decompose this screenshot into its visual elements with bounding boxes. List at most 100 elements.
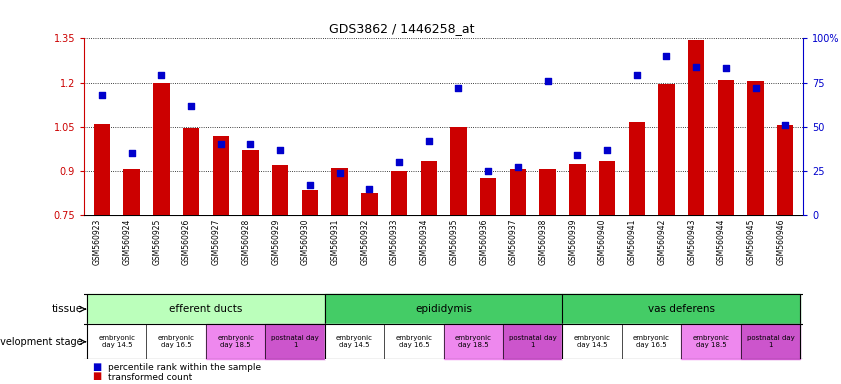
- Text: GSM560931: GSM560931: [331, 219, 340, 265]
- Point: [690, 64, 703, 70]
- Text: postnatal day
1: postnatal day 1: [747, 335, 795, 348]
- Text: GSM560927: GSM560927: [212, 219, 221, 265]
- Text: embryonic
day 18.5: embryonic day 18.5: [455, 335, 492, 348]
- Bar: [87, 324, 146, 359]
- Bar: [748, 81, 764, 215]
- Point: [719, 65, 733, 71]
- Text: transformed count: transformed count: [108, 373, 192, 382]
- Point: [452, 85, 465, 91]
- Bar: [213, 136, 229, 215]
- Point: [333, 170, 346, 176]
- Point: [422, 138, 436, 144]
- Point: [393, 159, 406, 165]
- Text: vas deferens: vas deferens: [648, 304, 715, 314]
- Bar: [563, 294, 800, 324]
- Point: [779, 122, 792, 128]
- Text: GSM560946: GSM560946: [776, 219, 785, 265]
- Text: GSM560923: GSM560923: [93, 219, 102, 265]
- Text: tissue: tissue: [51, 304, 82, 314]
- Text: GSM560928: GSM560928: [241, 219, 251, 265]
- Point: [214, 141, 228, 147]
- Text: development stage: development stage: [0, 337, 82, 347]
- Text: GSM560925: GSM560925: [152, 219, 161, 265]
- Bar: [325, 294, 563, 324]
- Bar: [717, 79, 734, 215]
- Bar: [599, 161, 616, 215]
- Point: [541, 78, 554, 84]
- Text: ■: ■: [93, 362, 102, 372]
- Bar: [443, 324, 503, 359]
- Point: [600, 147, 614, 153]
- Bar: [87, 294, 325, 324]
- Bar: [361, 193, 378, 215]
- Text: GSM560936: GSM560936: [479, 219, 488, 265]
- Text: percentile rank within the sample: percentile rank within the sample: [108, 363, 261, 372]
- Text: GSM560940: GSM560940: [598, 219, 607, 265]
- Text: embryonic
day 18.5: embryonic day 18.5: [692, 335, 729, 348]
- Text: GSM560943: GSM560943: [687, 219, 696, 265]
- Point: [184, 103, 198, 109]
- Text: GSM560926: GSM560926: [182, 219, 191, 265]
- Bar: [741, 324, 800, 359]
- Bar: [331, 168, 348, 215]
- Text: embryonic
day 14.5: embryonic day 14.5: [574, 335, 611, 348]
- Text: GSM560924: GSM560924: [123, 219, 132, 265]
- Text: embryonic
day 14.5: embryonic day 14.5: [336, 335, 373, 348]
- Point: [273, 147, 287, 153]
- Point: [630, 73, 643, 79]
- Text: epididymis: epididymis: [415, 304, 472, 314]
- Text: embryonic
day 16.5: embryonic day 16.5: [158, 335, 195, 348]
- Bar: [146, 324, 206, 359]
- Bar: [93, 124, 110, 215]
- Text: GSM560933: GSM560933: [390, 219, 399, 265]
- Bar: [182, 128, 199, 215]
- Point: [481, 168, 495, 174]
- Bar: [302, 190, 318, 215]
- Bar: [266, 324, 325, 359]
- Text: GSM560939: GSM560939: [569, 219, 577, 265]
- Text: efferent ducts: efferent ducts: [169, 304, 242, 314]
- Bar: [621, 324, 681, 359]
- Bar: [628, 122, 645, 215]
- Text: GSM560934: GSM560934: [420, 219, 429, 265]
- Text: GSM560935: GSM560935: [449, 219, 458, 265]
- Text: postnatal day
1: postnatal day 1: [271, 335, 319, 348]
- Bar: [450, 127, 467, 215]
- Bar: [503, 324, 563, 359]
- Text: ■: ■: [93, 371, 102, 381]
- Bar: [420, 161, 437, 215]
- Bar: [124, 169, 140, 215]
- Point: [95, 92, 108, 98]
- Point: [570, 152, 584, 158]
- Text: GSM560929: GSM560929: [271, 219, 280, 265]
- Text: GSM560945: GSM560945: [747, 219, 755, 265]
- Bar: [325, 324, 384, 359]
- Text: GSM560942: GSM560942: [658, 219, 666, 265]
- Bar: [272, 165, 288, 215]
- Point: [304, 182, 317, 188]
- Text: embryonic
day 16.5: embryonic day 16.5: [395, 335, 432, 348]
- Point: [362, 185, 376, 192]
- Bar: [153, 83, 170, 215]
- Text: postnatal day
1: postnatal day 1: [509, 335, 557, 348]
- Point: [155, 73, 168, 79]
- Text: embryonic
day 18.5: embryonic day 18.5: [217, 335, 254, 348]
- Point: [511, 164, 525, 170]
- Text: embryonic
day 14.5: embryonic day 14.5: [98, 335, 135, 348]
- Text: GSM560930: GSM560930: [301, 219, 310, 265]
- Text: GSM560932: GSM560932: [360, 219, 369, 265]
- Bar: [391, 171, 407, 215]
- Bar: [569, 164, 585, 215]
- Text: GSM560941: GSM560941: [627, 219, 637, 265]
- Bar: [384, 324, 443, 359]
- Bar: [480, 178, 496, 215]
- Bar: [563, 324, 621, 359]
- Bar: [510, 169, 526, 215]
- Bar: [242, 150, 259, 215]
- Text: GSM560944: GSM560944: [717, 219, 726, 265]
- Point: [659, 53, 673, 59]
- Text: GSM560937: GSM560937: [509, 219, 518, 265]
- Text: GDS3862 / 1446258_at: GDS3862 / 1446258_at: [329, 22, 474, 35]
- Point: [748, 85, 762, 91]
- Point: [125, 150, 139, 156]
